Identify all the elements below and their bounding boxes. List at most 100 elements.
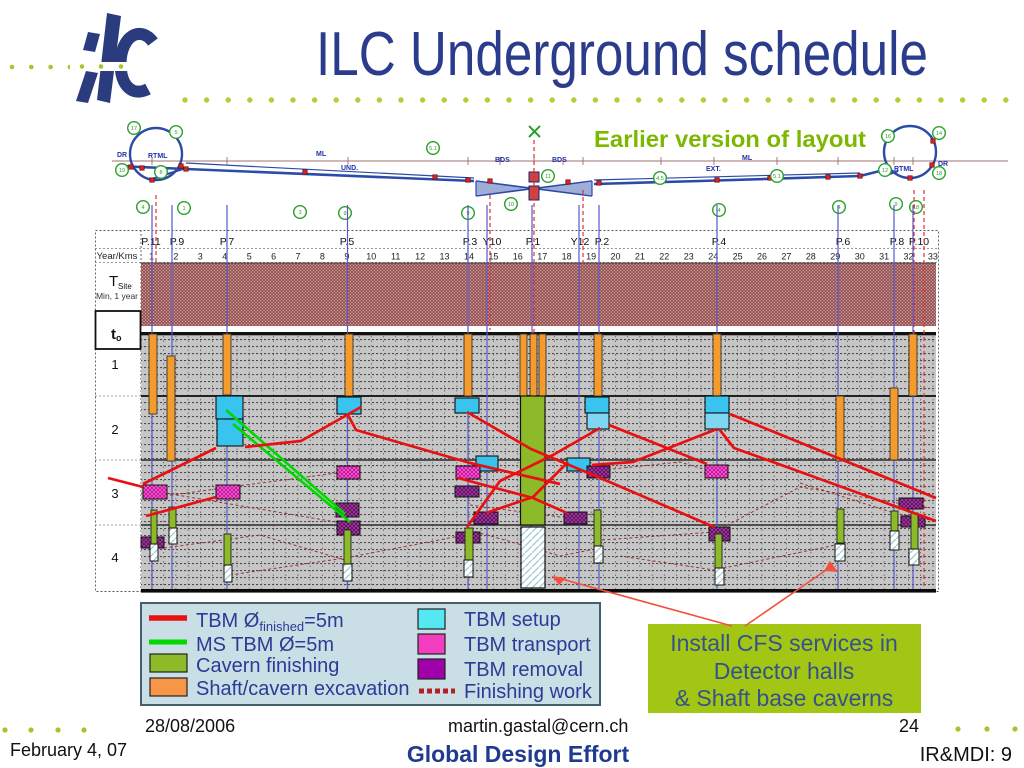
svg-text:3: 3 [198,252,203,262]
svg-text:Year/Kms: Year/Kms [97,251,138,262]
svg-text:Install CFS services in: Install CFS services in [670,630,898,656]
svg-text:P.6: P.6 [836,236,851,248]
svg-text:2: 2 [111,422,118,437]
svg-text:February 4, 07: February 4, 07 [10,740,127,760]
svg-text:10: 10 [366,252,376,262]
svg-text:Y10: Y10 [483,236,502,248]
svg-text:Min, 1 year: Min, 1 year [96,291,138,301]
svg-text:RTML: RTML [894,166,914,173]
svg-text:P.2: P.2 [595,236,610,248]
svg-text:UND.: UND. [341,165,358,172]
svg-text:P.8: P.8 [890,236,905,248]
svg-text:ML: ML [742,155,753,162]
svg-text:DR: DR [938,161,948,168]
svg-text:21: 21 [635,252,645,262]
svg-text:TBM transport: TBM transport [464,634,591,656]
svg-text:16: 16 [885,134,891,140]
svg-text:o: o [116,333,122,343]
svg-text:Site: Site [118,282,132,291]
svg-text:P.11: P.11 [141,236,161,248]
svg-text:DR: DR [117,152,127,159]
svg-text:MS TBM Ø=5m: MS TBM Ø=5m [196,634,334,656]
svg-text:19: 19 [119,168,125,174]
svg-text:Y12: Y12 [571,236,590,248]
svg-text:4: 4 [837,205,840,211]
svg-text:t: t [111,326,116,343]
svg-text:31: 31 [879,252,889,262]
svg-text:5.1: 5.1 [773,174,781,180]
svg-text:13: 13 [439,252,449,262]
svg-text:10: 10 [508,202,514,208]
svg-text:Cavern finishing: Cavern finishing [196,655,339,677]
svg-text:P.9: P.9 [170,236,185,248]
svg-text:Global Design Effort: Global Design Effort [407,741,630,767]
svg-text:8: 8 [320,252,325,262]
svg-text:4: 4 [222,252,227,262]
svg-text:18: 18 [913,205,919,211]
svg-text:IR&MDI: 9: IR&MDI: 9 [920,744,1012,766]
svg-text:P.4: P.4 [712,236,727,248]
svg-text:4: 4 [717,208,720,214]
svg-text:5: 5 [247,252,252,262]
svg-text:EXT.: EXT. [706,166,721,173]
svg-text:28: 28 [806,252,816,262]
svg-text:16: 16 [513,252,523,262]
svg-text:TBM removal: TBM removal [464,659,583,681]
svg-text:4.5: 4.5 [656,176,664,182]
svg-text:12: 12 [882,168,888,174]
svg-text:ILC Underground schedule: ILC Underground schedule [316,20,928,89]
svg-text:24: 24 [708,252,718,262]
svg-text:2: 2 [173,252,178,262]
svg-text:7: 7 [295,252,300,262]
svg-text:19: 19 [586,252,596,262]
svg-text:15: 15 [488,252,498,262]
svg-text:22: 22 [659,252,669,262]
svg-text:Earlier version of layout: Earlier version of layout [594,126,866,152]
svg-text:11: 11 [545,174,551,180]
svg-text:11: 11 [391,252,400,262]
svg-text:5: 5 [174,130,177,136]
svg-text:24: 24 [899,716,919,736]
svg-text:3: 3 [111,486,118,501]
svg-text:TBM setup: TBM setup [464,609,561,631]
svg-text:BDS: BDS [495,157,510,164]
svg-text:25: 25 [733,252,743,262]
svg-text:T: T [109,273,118,290]
svg-text:ML: ML [316,151,327,158]
svg-text:17: 17 [131,126,137,132]
svg-text:23: 23 [684,252,694,262]
svg-text:5.1: 5.1 [429,146,437,152]
svg-text:17: 17 [537,252,547,262]
svg-text:30: 30 [855,252,865,262]
svg-text:29: 29 [830,252,840,262]
svg-text:28/08/2006: 28/08/2006 [145,716,235,736]
svg-text:4: 4 [111,550,118,565]
svg-text:18: 18 [562,252,572,262]
svg-text:Shaft/cavern excavation: Shaft/cavern excavation [196,678,409,700]
svg-text:26: 26 [757,252,767,262]
svg-text:9: 9 [343,211,346,217]
svg-text:27: 27 [781,252,791,262]
svg-text:& Shaft base caverns: & Shaft base caverns [675,685,894,711]
svg-text:P.10: P.10 [909,236,929,248]
svg-text:1: 1 [111,357,118,372]
svg-text:Finishing work: Finishing work [464,681,593,703]
svg-text:6: 6 [271,252,276,262]
svg-text:20: 20 [610,252,620,262]
svg-text:RTML: RTML [148,153,168,160]
svg-text:18: 18 [936,171,942,177]
svg-text:9: 9 [894,202,897,208]
svg-text:martin.gastal@cern.ch: martin.gastal@cern.ch [448,716,628,736]
svg-text:14: 14 [464,252,474,262]
svg-text:8: 8 [159,170,162,176]
svg-text:4: 4 [141,205,144,211]
svg-text:Detector halls: Detector halls [714,658,855,684]
svg-text:14: 14 [936,131,942,137]
svg-text:BDS: BDS [552,157,567,164]
svg-text:P.3: P.3 [463,236,478,248]
svg-text:32: 32 [903,252,913,262]
svg-text:33: 33 [928,252,938,262]
svg-text:P.1: P.1 [526,236,541,248]
svg-text:3: 3 [298,210,301,216]
svg-text:1: 1 [182,206,185,212]
